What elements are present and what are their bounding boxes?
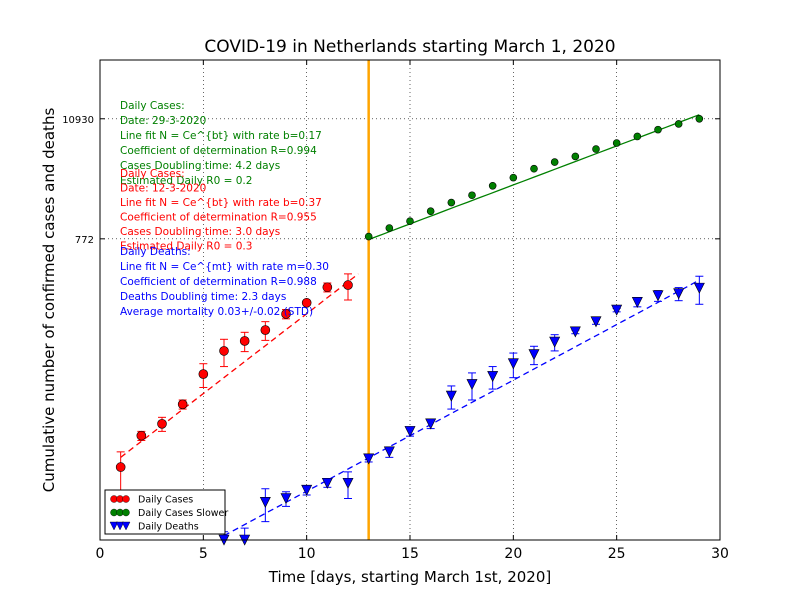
- legend: Daily Cases Daily Cases Slower Daily Death…: [104, 489, 228, 535]
- chart-title: COVID-19 in Netherlands starting March 1…: [204, 37, 615, 57]
- data-point: [569, 326, 581, 338]
- legend-entry: Daily Cases Slower: [138, 508, 228, 519]
- annotation-line: Line fit N = Ce^{mt} with rate m=0.30: [120, 261, 329, 273]
- data-point: [281, 309, 291, 319]
- legend-marker: [115, 521, 125, 531]
- data-point: [654, 125, 662, 134]
- annotation-line: Coefficient of determination R=0.988: [120, 276, 317, 288]
- data-point: [466, 379, 478, 391]
- data-point: [260, 325, 271, 335]
- annotation-line: Cases Doubling time: 3.0 days: [120, 226, 280, 238]
- annotation-line: Date: 12-3-2020: [120, 183, 206, 195]
- x-tick-label: 25: [608, 546, 626, 562]
- data-point: [301, 484, 313, 496]
- annotation-line: Daily Deaths:: [120, 246, 191, 258]
- data-point: [364, 232, 373, 241]
- legend-marker: [122, 508, 130, 517]
- annotation-line: Daily Cases:: [120, 100, 185, 112]
- data-point: [695, 114, 704, 123]
- x-tick-label: 20: [504, 546, 522, 562]
- data-point: [592, 145, 600, 153]
- annotation-line: Daily Cases:: [120, 168, 185, 180]
- data-point: [673, 288, 685, 300]
- legend-entry: Daily Deaths: [138, 522, 199, 533]
- data-point: [487, 371, 499, 383]
- annotation-line: Date: 29-3-2020: [120, 115, 206, 127]
- legend-marker: [121, 521, 131, 531]
- annotation-line: Estimated Daily R0 = 0.2: [120, 175, 252, 187]
- data-point: [509, 173, 518, 182]
- data-point: [612, 139, 621, 147]
- data-point: [550, 158, 559, 166]
- x-tick-label: 30: [711, 546, 729, 562]
- data-point: [363, 453, 375, 465]
- data-point: [633, 132, 642, 141]
- data-point: [322, 282, 333, 293]
- data-point: [343, 280, 353, 290]
- data-point: [259, 496, 271, 508]
- data-point: [115, 462, 126, 472]
- data-point: [177, 399, 188, 410]
- data-point: [488, 181, 497, 190]
- data-point: [404, 426, 416, 438]
- data-point: [425, 418, 437, 430]
- annotation-line: Average mortality 0.03+/-0.02 (STD): [120, 306, 313, 318]
- data-point: [219, 346, 229, 356]
- x-axis-label: Time [days, starting March 1st, 2020]: [268, 568, 551, 586]
- x-tick-label: 5: [199, 546, 208, 562]
- annotation-line: Coefficient of determination R=0.955: [120, 212, 317, 224]
- data-point: [301, 298, 312, 308]
- x-tick-label: 15: [401, 546, 419, 562]
- data-point: [611, 304, 623, 316]
- data-point: [468, 191, 476, 200]
- legend-marker: [122, 495, 130, 503]
- annotations: Daily Cases: Date: 29-3-2020 Line fit N = …: [120, 100, 329, 318]
- fit-line: [368, 114, 700, 241]
- annotation-line: Coefficient of determination R=0.994: [120, 145, 317, 157]
- data-point: [447, 198, 456, 207]
- annotation-line: Deaths Doubling time: 2.3 days: [120, 291, 286, 303]
- data-point: [528, 349, 540, 361]
- annotation-line: Line fit N = Ce^{bt} with rate b=0.37: [120, 197, 322, 209]
- annotation-line: Line fit N = Ce^{bt} with rate b=0.17: [120, 130, 322, 142]
- data-point: [590, 316, 602, 328]
- annotation-line: Cases Doubling time: 4.2 days: [120, 160, 280, 172]
- data-point: [157, 419, 167, 429]
- y-tick-label: 10930: [62, 115, 94, 126]
- data-point: [385, 224, 394, 232]
- data-point: [342, 477, 354, 489]
- legend-marker: [109, 521, 119, 531]
- data-point: [136, 430, 147, 441]
- data-point: [507, 358, 519, 370]
- x-tick-label: 0: [96, 546, 105, 562]
- annotation-line: Estimated Daily R0 = 0.3: [120, 241, 252, 253]
- data-point: [571, 152, 580, 161]
- data-point: [406, 217, 414, 225]
- data-point: [631, 297, 643, 308]
- y-ticks: 772 10930: [62, 115, 720, 246]
- data-point: [280, 493, 292, 505]
- x-ticks: 0 5 10 15 20 25 30: [96, 60, 729, 562]
- data-point: [321, 477, 333, 489]
- data-point: [549, 336, 561, 348]
- data-point: [198, 369, 209, 379]
- data-point: [652, 290, 664, 302]
- data-point: [674, 120, 683, 128]
- y-tick-label: 772: [75, 235, 94, 246]
- data-point: [426, 207, 435, 216]
- legend-entry: Daily Cases: [138, 495, 193, 506]
- data-point: [383, 446, 395, 458]
- data-point: [530, 164, 538, 173]
- data-point: [445, 390, 457, 402]
- data-point: [239, 336, 250, 346]
- y-axis-label: Cumulative number of confirmed cases and…: [40, 108, 58, 493]
- x-tick-label: 10: [298, 546, 316, 562]
- data-point: [693, 282, 705, 294]
